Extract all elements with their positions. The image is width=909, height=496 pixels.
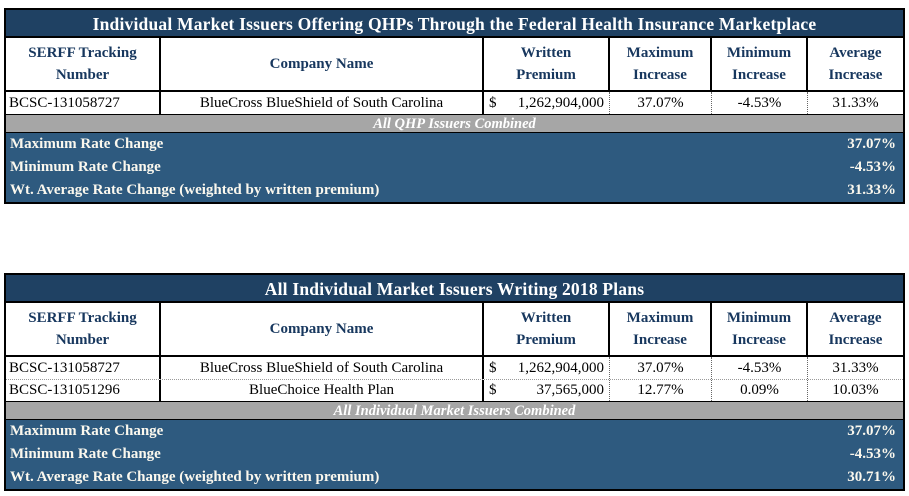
table-row: BCSC-131058727 BlueCross BlueShield of S… (6, 357, 903, 379)
column-header-average-increase: Average Increase (828, 310, 883, 348)
column-header-minimum-increase: Minimum Increase (712, 38, 808, 90)
qhp-issuers-table: Individual Market Issuers Offering QHPs … (4, 8, 905, 204)
written-premium-cell: $ 1,262,904,000 (484, 357, 610, 379)
all-issuers-combined-band: All Individual Market Issuers Combined (6, 401, 903, 420)
maximum-increase-cell: 12.77% (610, 380, 712, 401)
currency-symbol: $ (489, 382, 497, 398)
summary-row-maximum-rate-change: Maximum Rate Change 37.07% (6, 420, 903, 443)
column-header-minimum-increase: Minimum Increase (712, 303, 808, 355)
company-name-cell: BlueChoice Health Plan (161, 380, 484, 401)
summary-value: 31.33% (847, 182, 896, 198)
serff-number-cell: BCSC-131051296 (6, 380, 161, 401)
column-header-company-name: Company Name (161, 38, 484, 90)
qhp-combined-band: All QHP Issuers Combined (6, 114, 903, 133)
column-header-written-premium: Written Premium (484, 38, 610, 90)
average-increase-cell: 31.33% (832, 94, 879, 111)
summary-value: 30.71% (847, 469, 896, 485)
summary-label: Wt. Average Rate Change (weighted by wri… (10, 469, 380, 485)
written-premium-cell: $ 37,565,000 (484, 380, 610, 401)
summary-row-maximum-rate-change: Maximum Rate Change 37.07% (6, 133, 903, 156)
average-increase-cell: 10.03% (832, 382, 879, 398)
premium-amount: 1,262,904,000 (517, 94, 604, 111)
minimum-increase-cell: -4.53% (712, 357, 808, 379)
minimum-increase-cell: 0.09% (712, 380, 808, 401)
maximum-increase-cell: 37.07% (610, 92, 712, 114)
premium-amount: 37,565,000 (536, 382, 605, 398)
qhp-table-title: Individual Market Issuers Offering QHPs … (6, 10, 903, 38)
minimum-increase-cell: -4.53% (712, 92, 808, 114)
currency-symbol: $ (489, 359, 497, 376)
all-issuers-summary-section: Maximum Rate Change 37.07% Minimum Rate … (6, 420, 903, 489)
summary-label: Minimum Rate Change (10, 159, 161, 175)
all-individual-market-issuers-table: All Individual Market Issuers Writing 20… (4, 273, 905, 491)
summary-value: -4.53% (849, 159, 896, 175)
summary-value: 37.07% (847, 423, 896, 439)
summary-row-weighted-average-rate-change: Wt. Average Rate Change (weighted by wri… (6, 466, 903, 489)
summary-value: 37.07% (847, 136, 896, 152)
summary-row-weighted-average-rate-change: Wt. Average Rate Change (weighted by wri… (6, 179, 903, 202)
all-issuers-table-header-row: SERFF Tracking Number Company Name Writt… (6, 303, 903, 357)
column-header-average-increase: Average Increase (828, 45, 883, 83)
qhp-table-header-row: SERFF Tracking Number Company Name Writt… (6, 38, 903, 92)
qhp-summary-section: Maximum Rate Change 37.07% Minimum Rate … (6, 133, 903, 202)
column-header-company-name: Company Name (161, 303, 484, 355)
summary-label: Maximum Rate Change (10, 423, 164, 439)
column-header-maximum-increase: Maximum Increase (610, 38, 712, 90)
summary-value: -4.53% (849, 446, 896, 462)
all-issuers-table-title: All Individual Market Issuers Writing 20… (6, 275, 903, 303)
summary-row-minimum-rate-change: Minimum Rate Change -4.53% (6, 156, 903, 179)
summary-label: Maximum Rate Change (10, 136, 164, 152)
column-header-serff-tracking-number: SERFF Tracking Number (6, 38, 161, 90)
company-name-cell: BlueCross BlueShield of South Carolina (161, 357, 484, 379)
written-premium-cell: $ 1,262,904,000 (484, 92, 610, 114)
summary-label: Wt. Average Rate Change (weighted by wri… (10, 182, 380, 198)
serff-number-cell: BCSC-131058727 (6, 92, 161, 114)
company-name-cell: BlueCross BlueShield of South Carolina (161, 92, 484, 114)
serff-number-cell: BCSC-131058727 (6, 357, 161, 379)
premium-amount: 1,262,904,000 (517, 359, 604, 376)
average-increase-cell: 31.33% (832, 359, 879, 376)
table-row: BCSC-131058727 BlueCross BlueShield of S… (6, 92, 903, 114)
maximum-increase-cell: 37.07% (610, 357, 712, 379)
currency-symbol: $ (489, 94, 497, 111)
column-header-written-premium: Written Premium (484, 303, 610, 355)
summary-row-minimum-rate-change: Minimum Rate Change -4.53% (6, 443, 903, 466)
summary-label: Minimum Rate Change (10, 446, 161, 462)
column-header-serff-tracking-number: SERFF Tracking Number (6, 303, 161, 355)
table-row: BCSC-131051296 BlueChoice Health Plan $ … (6, 379, 903, 401)
column-header-maximum-increase: Maximum Increase (610, 303, 712, 355)
